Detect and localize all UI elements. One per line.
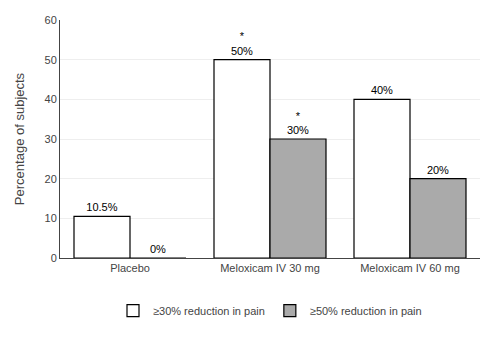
svg-text:*30%: *30% xyxy=(287,110,309,136)
svg-text:20%: 20% xyxy=(427,164,449,176)
svg-text:≥50% reduction in pain: ≥50% reduction in pain xyxy=(310,305,422,317)
svg-text:*50%: *50% xyxy=(231,30,253,56)
svg-text:20: 20 xyxy=(45,173,57,185)
svg-text:60: 60 xyxy=(45,14,57,26)
svg-text:40%: 40% xyxy=(371,84,393,96)
svg-text:50: 50 xyxy=(45,54,57,66)
svg-text:10: 10 xyxy=(45,212,57,224)
svg-text:≥30% reduction in pain: ≥30% reduction in pain xyxy=(153,305,265,317)
svg-text:Meloxicam IV 60 mg: Meloxicam IV 60 mg xyxy=(360,262,460,274)
svg-text:40: 40 xyxy=(45,93,57,105)
svg-text:Placebo: Placebo xyxy=(110,262,150,274)
svg-text:0%: 0% xyxy=(150,243,166,255)
svg-text:Percentage of subjects: Percentage of subjects xyxy=(12,72,27,205)
svg-text:10.5%: 10.5% xyxy=(86,201,117,213)
svg-text:Meloxicam IV 30 mg: Meloxicam IV 30 mg xyxy=(220,262,320,274)
svg-text:0: 0 xyxy=(51,252,57,264)
svg-text:30: 30 xyxy=(45,133,57,145)
